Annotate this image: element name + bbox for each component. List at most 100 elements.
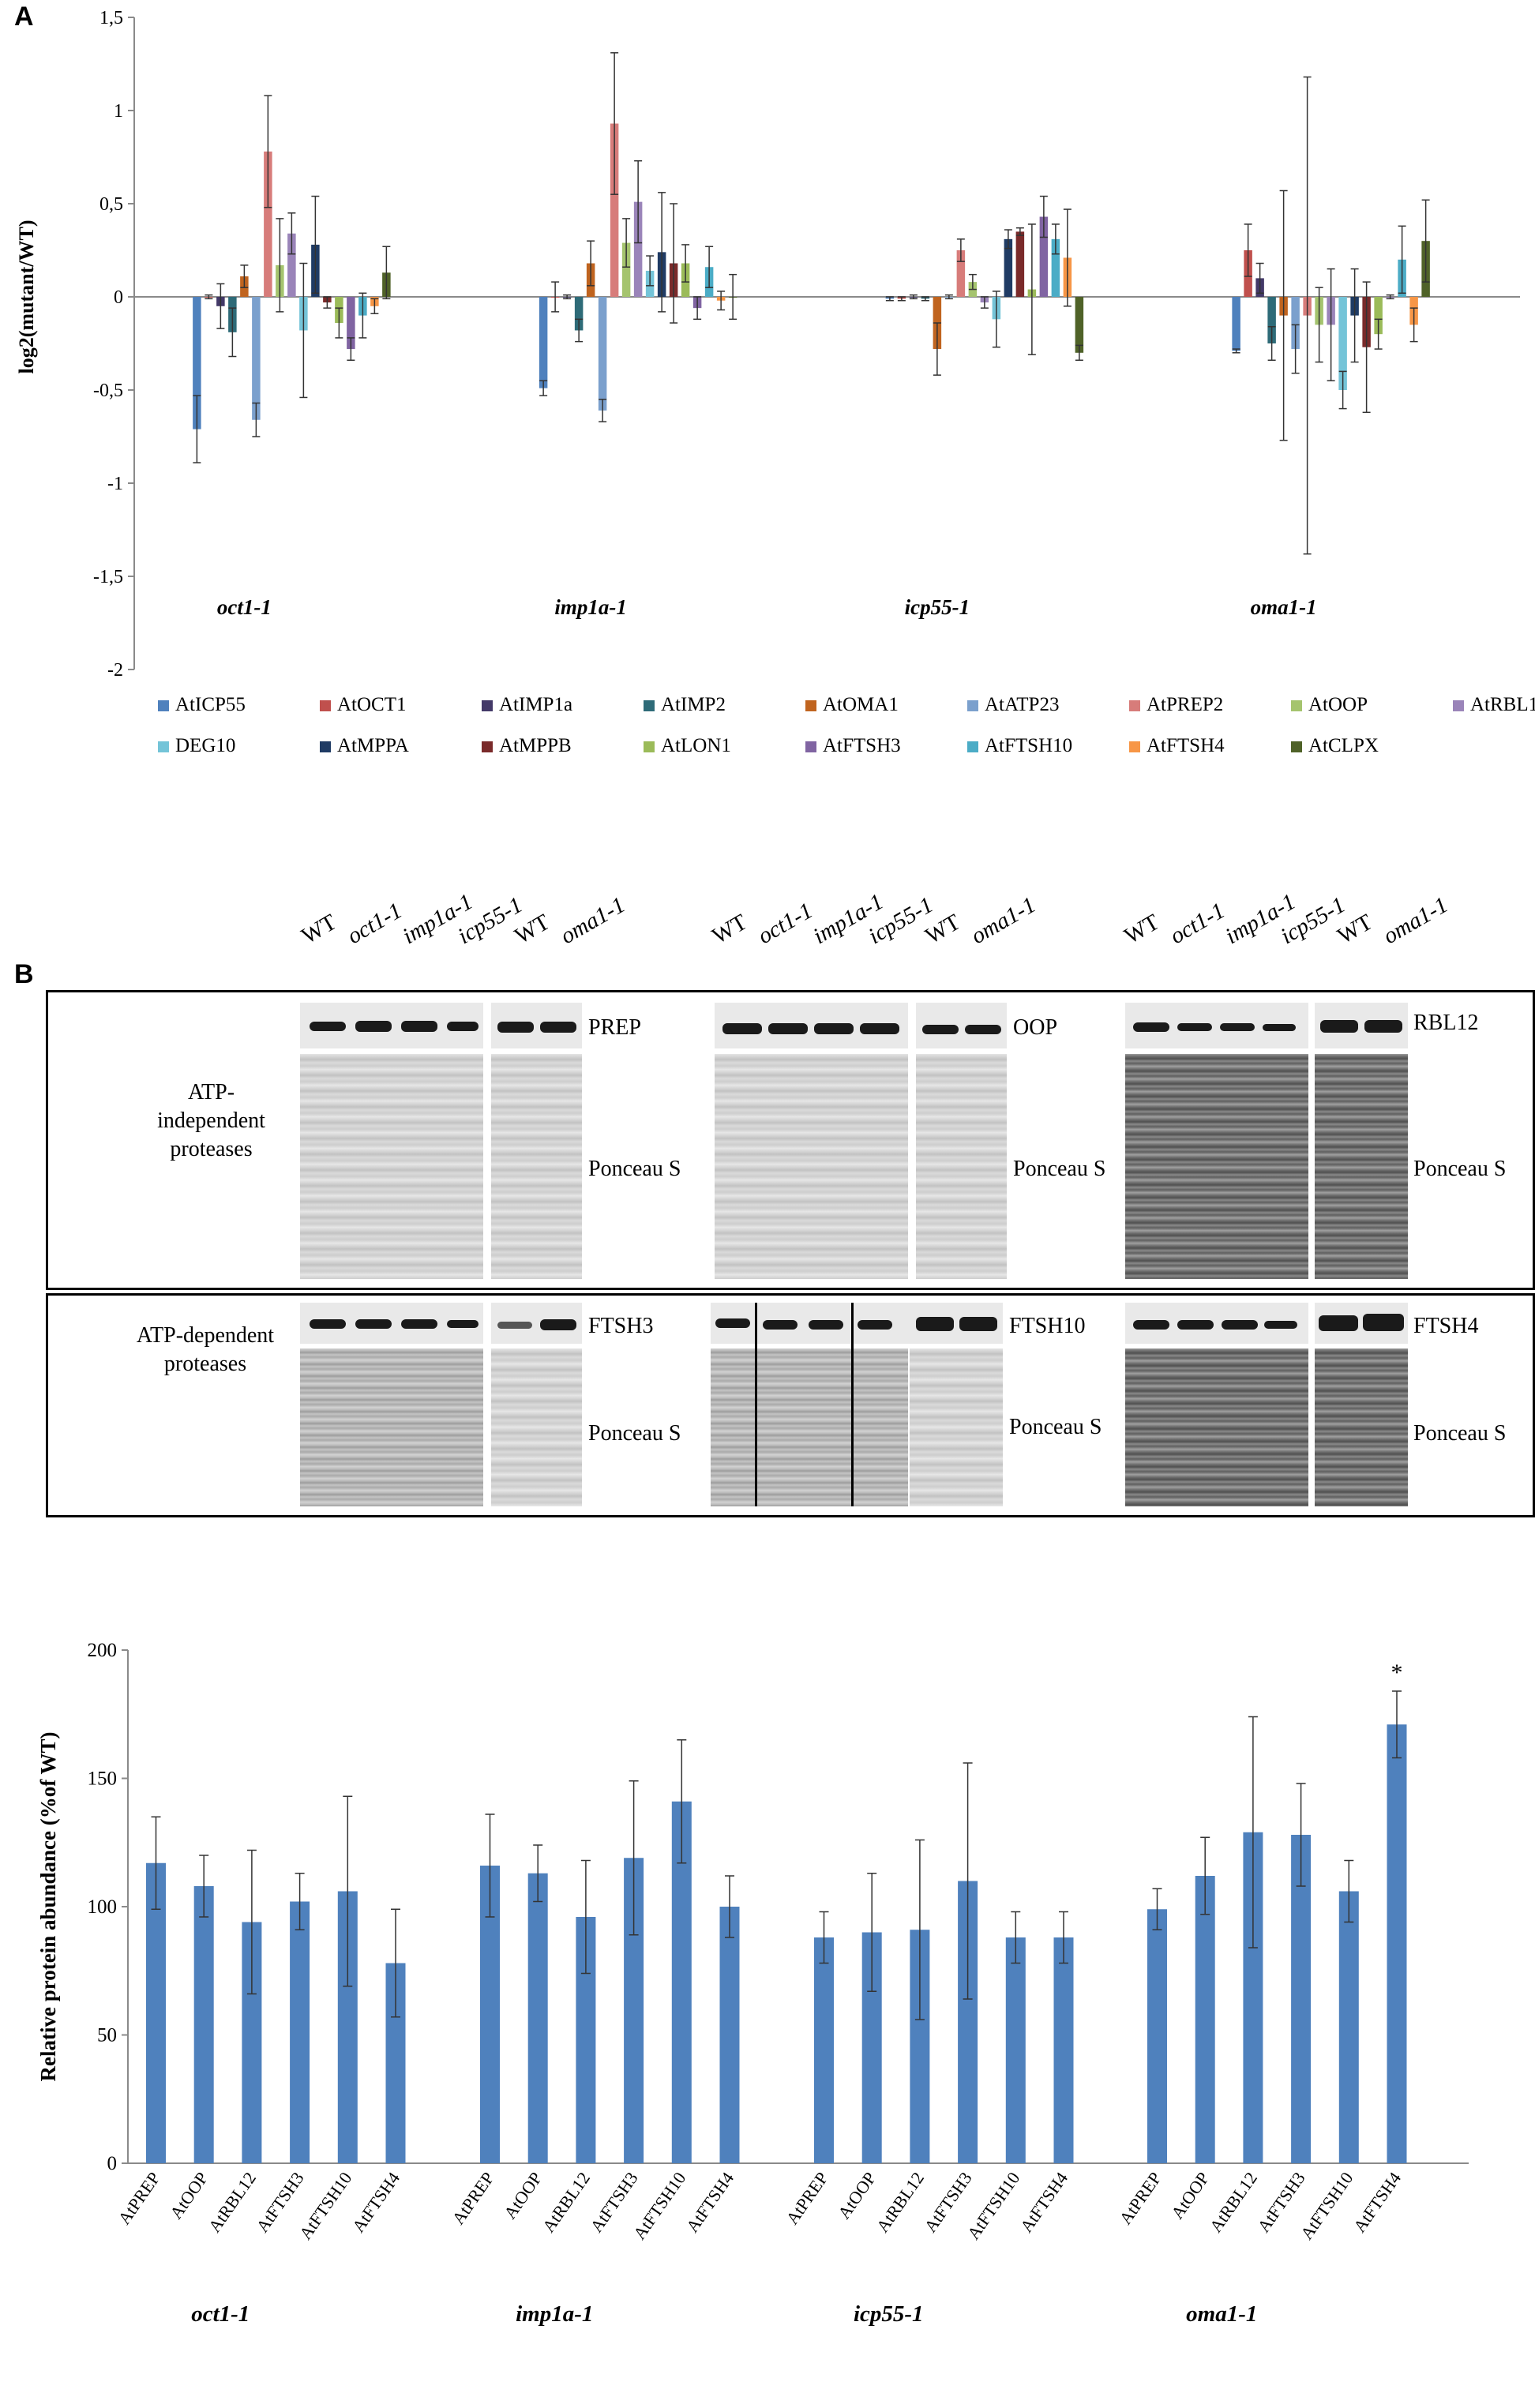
ponceau-stain xyxy=(910,1348,1003,1506)
x-tick-label: AtRBL12 xyxy=(873,2169,928,2236)
ponceau-stain xyxy=(300,1054,483,1279)
bar xyxy=(290,1901,310,2163)
panel-label-a: A xyxy=(14,2,34,32)
y-axis-title: Relative protein abundance (%of WT) xyxy=(36,1731,60,2081)
blot-band xyxy=(916,1317,954,1331)
bar xyxy=(621,242,631,297)
bar xyxy=(814,1937,834,2163)
lane-wt: WT xyxy=(1120,909,1164,950)
bar xyxy=(1387,1724,1407,2163)
row-label-atp-independent: ATP-independent proteases xyxy=(157,1080,265,1161)
x-category-label: icp55-1 xyxy=(905,595,970,619)
blot-band xyxy=(814,1023,854,1034)
blot-box-atp-independent xyxy=(46,990,1535,1290)
ponceau-stain xyxy=(715,1054,908,1279)
blot-band xyxy=(722,1023,762,1034)
legend-swatch xyxy=(805,741,816,752)
x-tick-label: AtPREP xyxy=(448,2169,497,2228)
blot-band xyxy=(310,1319,346,1329)
bar xyxy=(1338,1891,1359,2163)
x-group-label: oma1-1 xyxy=(1186,2301,1257,2327)
x-tick-label: AtRBL12 xyxy=(205,2169,260,2236)
blot-band xyxy=(965,1025,1001,1034)
x-tick-label: AtOOP xyxy=(1167,2169,1213,2222)
blot-band xyxy=(1133,1022,1169,1032)
blot-band xyxy=(355,1319,392,1329)
significance-marker: * xyxy=(1391,1660,1403,1686)
chart-a-log2-ratio: -2 -1,5 -1 -0,5 0 0,5 1 1,5 log2(mutant/WT) oct1-… xyxy=(15,8,1535,756)
x-category-label: oma1-1 xyxy=(1251,595,1317,619)
legend-label: DEG10 xyxy=(175,735,235,756)
blot-band xyxy=(959,1317,997,1331)
blot-band xyxy=(447,1022,479,1031)
x-tick-label: AtPREP xyxy=(114,2169,163,2228)
x-tick-label: AtOOP xyxy=(500,2169,546,2222)
bar xyxy=(1338,297,1347,390)
legend-swatch xyxy=(158,741,169,752)
y-tick-label: -2 xyxy=(107,660,123,681)
legend-swatch xyxy=(158,700,169,711)
legend-label: AtATP23 xyxy=(985,694,1059,715)
x-group-label: imp1a-1 xyxy=(516,2301,593,2327)
protein-label-oop: OOP xyxy=(1013,1015,1058,1040)
legend-swatch xyxy=(644,741,655,752)
x-tick-label: AtFTSH4 xyxy=(1349,2169,1405,2236)
protein-label-prep: PREP xyxy=(588,1015,641,1040)
blot-band xyxy=(355,1021,392,1032)
bar xyxy=(598,297,607,411)
blot-band xyxy=(1133,1320,1169,1330)
legend-swatch xyxy=(1291,700,1302,711)
ponceau-label: Ponceau S xyxy=(588,1421,681,1446)
bar xyxy=(1004,238,1013,297)
y-tick-label: 1 xyxy=(114,101,123,122)
bar xyxy=(193,297,201,429)
ponceau-stain xyxy=(300,1348,483,1506)
legend-label: AtFTSH4 xyxy=(1147,735,1225,756)
y-tick-label: 100 xyxy=(88,1896,118,1918)
ponceau-label: Ponceau S xyxy=(588,1157,681,1181)
protein-label-ftsh3: FTSH3 xyxy=(588,1314,654,1338)
blot-band xyxy=(768,1023,808,1034)
blot-box-atp-dependent xyxy=(46,1293,1535,1517)
lane-oma1-1: oma1-1 xyxy=(556,892,630,950)
bar xyxy=(527,1873,548,2163)
blot-band xyxy=(1220,1023,1255,1031)
y-axis-title: log2(mutant/WT) xyxy=(15,220,38,374)
chart-b-relative-abundance: 0 50 100 150 200 Relative protein abundance (… xyxy=(36,1640,1469,2327)
x-tick-label: AtFTSH4 xyxy=(1016,2169,1071,2236)
lane-oct1-1: oct1-1 xyxy=(343,898,407,950)
legend-label: AtICP55 xyxy=(175,694,246,715)
legend-swatch xyxy=(967,700,978,711)
bar xyxy=(347,297,355,350)
blot-band xyxy=(809,1320,843,1330)
blot-band xyxy=(860,1023,899,1034)
ponceau-stain xyxy=(1125,1348,1308,1506)
bar xyxy=(287,233,296,297)
blot-band xyxy=(1177,1320,1214,1330)
bar xyxy=(633,201,643,297)
x-category-label: imp1a-1 xyxy=(554,595,627,619)
bar xyxy=(1005,1937,1026,2163)
legend-label: AtCLPX xyxy=(1308,735,1379,756)
bar xyxy=(539,297,548,388)
x-tick-label: AtPREP xyxy=(1115,2169,1165,2228)
blot-band xyxy=(763,1320,798,1330)
bar xyxy=(264,151,272,297)
y-tick-label: 0,5 xyxy=(99,194,123,215)
protein-label-ftsh4: FTSH4 xyxy=(1413,1314,1479,1338)
bar xyxy=(1267,297,1276,343)
x-tick-label: AtRBL12 xyxy=(539,2169,594,2236)
legend-label: AtFTSH3 xyxy=(823,735,901,756)
lane-oct1-1: oct1-1 xyxy=(753,898,817,950)
bar xyxy=(610,123,619,297)
blot-band xyxy=(922,1025,959,1034)
legend-label: AtPREP2 xyxy=(1147,694,1223,715)
lane-wt: WT xyxy=(297,909,341,950)
blot-band xyxy=(447,1320,479,1328)
y-tick-label: 150 xyxy=(88,1768,118,1790)
lane-oct1-1: oct1-1 xyxy=(1165,898,1229,950)
lane-wt: WT xyxy=(707,909,752,950)
bar xyxy=(1291,1835,1312,2163)
blot-band xyxy=(1222,1320,1258,1330)
ponceau-stain xyxy=(711,1348,908,1506)
